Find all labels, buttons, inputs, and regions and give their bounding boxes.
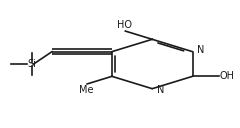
Text: N: N bbox=[197, 45, 204, 55]
Text: N: N bbox=[156, 85, 164, 95]
Text: OH: OH bbox=[220, 71, 235, 81]
Text: Me: Me bbox=[79, 85, 93, 95]
Text: Si: Si bbox=[27, 59, 36, 69]
Text: HO: HO bbox=[117, 20, 132, 30]
